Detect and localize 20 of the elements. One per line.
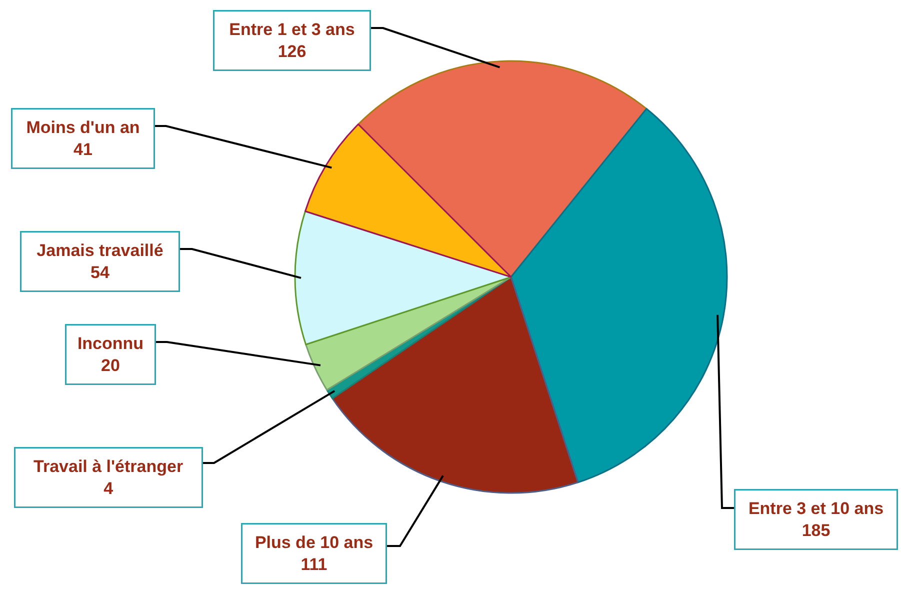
pie-slice — [304, 124, 512, 278]
slice-label: Jamais travaillé — [36, 240, 164, 260]
data-label: 111 — [300, 555, 328, 574]
pie-slice — [510, 108, 728, 484]
slice-label: Entre 3 et 10 ans — [748, 498, 884, 518]
slice-label: Moins d'un an — [26, 118, 140, 137]
pie-slice — [332, 276, 579, 494]
pie-slice — [358, 60, 648, 278]
data-label: 41 — [74, 140, 92, 160]
pie-slice — [305, 276, 512, 391]
data-label: 4 — [104, 479, 114, 498]
data-label: 126 — [278, 42, 306, 62]
data-label: 185 — [802, 521, 830, 540]
slice-label: Entre 1 et 3 ans — [229, 20, 355, 39]
pie-slice — [294, 210, 512, 346]
slice-label: Travail à l'étranger — [34, 456, 184, 476]
data-label: 54 — [90, 263, 110, 282]
slice-label: Plus de 10 ans — [254, 532, 374, 552]
data-label: 20 — [101, 356, 120, 376]
slice-label: Inconnu — [77, 334, 144, 353]
